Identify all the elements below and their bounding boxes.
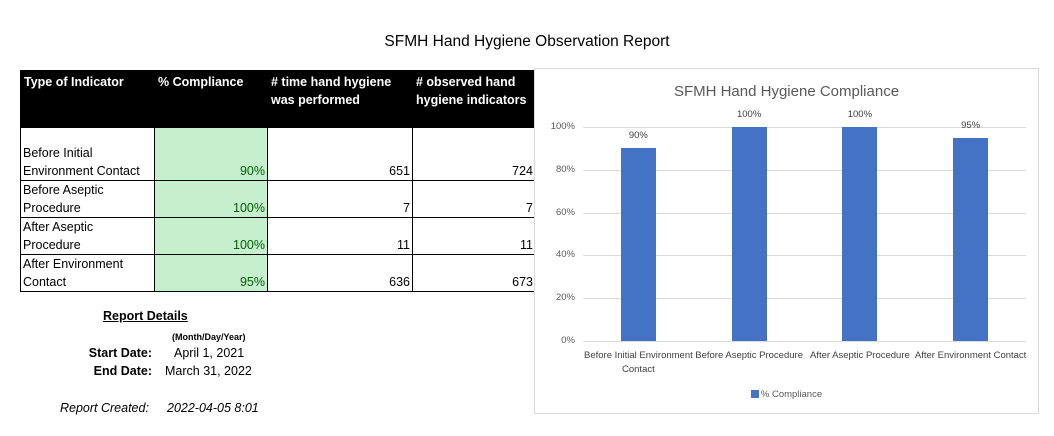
chart-legend: % Compliance <box>535 389 1038 400</box>
gridline <box>583 169 1026 171</box>
x-category-label: After Environment Contact <box>914 350 1027 361</box>
table-header-row: Type of Indicator % Compliance # time ha… <box>20 70 536 128</box>
bar <box>953 137 989 341</box>
observed-cell: 11 <box>412 217 536 255</box>
bar <box>842 127 878 341</box>
table-row: Before Initial Environment Contact 90% 6… <box>20 127 536 181</box>
gridline <box>583 255 1026 257</box>
header-observed: # observed hand hygiene indicators <box>412 70 536 128</box>
performed-cell: 636 <box>267 254 413 292</box>
header-performed: # time hand hygiene was performed <box>267 70 413 128</box>
header-type: Type of Indicator <box>20 70 155 128</box>
y-tick-label: 80% <box>555 163 575 175</box>
compliance-cell: 100% <box>154 180 268 218</box>
gridline <box>583 212 1026 214</box>
bar-value-label: 100% <box>847 109 873 120</box>
header-compliance: % Compliance <box>154 70 268 128</box>
bar-value-label: 100% <box>736 109 762 120</box>
compliance-cell: 100% <box>154 217 268 255</box>
table-row: Before Aseptic Procedure 100% 7 7 <box>20 180 536 218</box>
report-details-heading: Report Details <box>103 309 188 323</box>
gridline <box>583 127 1026 128</box>
compliance-cell: 90% <box>154 127 268 181</box>
y-tick-label: 40% <box>555 249 575 261</box>
indicator-cell: After Environment Contact <box>20 254 155 292</box>
y-tick-label: 0% <box>561 335 575 346</box>
table-row: After Aseptic Procedure 100% 11 11 <box>20 217 536 255</box>
performed-cell: 7 <box>267 180 413 218</box>
report-created-value: 2022-04-05 8:01 <box>167 401 259 415</box>
y-tick-label: 20% <box>555 292 575 304</box>
y-tick-label: 100% <box>550 121 575 132</box>
compliance-chart: SFMH Hand Hygiene Compliance 0% 20% 40% 60%… <box>534 68 1039 414</box>
start-date-label: Start Date: <box>88 346 152 360</box>
report-title: SFMH Hand Hygiene Observation Report <box>384 33 670 50</box>
table-row: After Environment Contact 95% 636 673 <box>20 254 536 292</box>
x-category-label: Before Initial Environment Contact <box>583 350 693 375</box>
indicator-table: Type of Indicator % Compliance # time ha… <box>20 70 536 292</box>
bar-value-label: 95% <box>961 119 981 131</box>
bar <box>731 127 767 341</box>
end-date-value: March 31, 2022 <box>165 364 252 378</box>
legend-label: % Compliance <box>760 389 823 400</box>
indicator-cell: Before Aseptic Procedure <box>20 180 155 218</box>
performed-cell: 651 <box>267 127 413 181</box>
report-created-label: Report Created: <box>60 401 149 415</box>
x-category-label: After Aseptic Procedure <box>809 350 910 361</box>
observed-cell: 673 <box>412 254 536 292</box>
chart-title: SFMH Hand Hygiene Compliance <box>673 83 900 100</box>
indicator-cell: Before Initial Environment Contact <box>20 127 155 181</box>
compliance-cell: 95% <box>154 254 268 292</box>
x-category-label: Before Aseptic Procedure <box>695 350 803 361</box>
bar-value-label: 90% <box>628 130 648 142</box>
performed-cell: 11 <box>267 217 413 255</box>
start-date-value: April 1, 2021 <box>174 346 245 360</box>
bar <box>620 148 656 341</box>
indicator-cell: After Aseptic Procedure <box>20 217 155 255</box>
observed-cell: 724 <box>412 127 536 181</box>
observed-cell: 7 <box>412 180 536 218</box>
date-format-note: (Month/Day/Year) <box>172 332 246 342</box>
legend-swatch <box>750 390 759 398</box>
end-date-label: End Date: <box>93 364 152 378</box>
plot-area: 0% 20% 40% 60% 80% 100% 90% Before Initial Envi… <box>551 109 1027 375</box>
gridline <box>583 298 1026 300</box>
y-tick-label: 60% <box>555 206 575 218</box>
gridline <box>583 341 1026 342</box>
